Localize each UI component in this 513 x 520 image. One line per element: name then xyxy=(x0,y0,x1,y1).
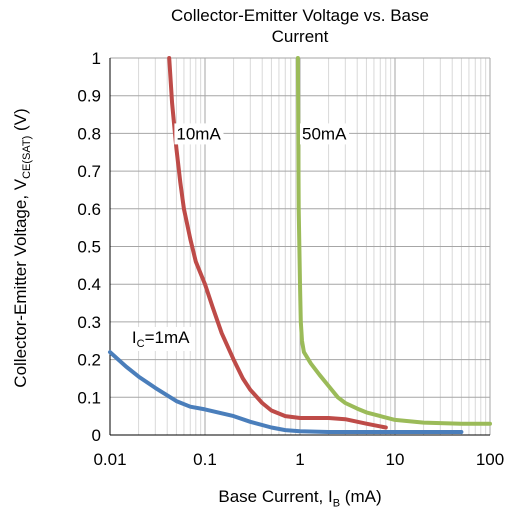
y-tick-label: 0.4 xyxy=(77,275,101,294)
y-tick-label: 0.2 xyxy=(77,351,101,370)
y-tick-label: 1 xyxy=(92,49,101,68)
annotation-text: 50mA xyxy=(302,124,347,143)
y-tick-label: 0.7 xyxy=(77,162,101,181)
y-tick-label: 0.5 xyxy=(77,238,101,257)
y-tick-label: 0.9 xyxy=(77,87,101,106)
annotation-background xyxy=(129,326,193,351)
y-axis-label-sub: CE(SAT) xyxy=(21,135,34,179)
x-axis-label-sub: B xyxy=(332,497,341,510)
series-annotation-1: IC=1mA xyxy=(129,326,193,351)
x-axis-label: Base Current, IB (mA) xyxy=(110,487,490,509)
y-tick-label: 0.6 xyxy=(77,200,101,219)
annotation-background xyxy=(174,123,224,145)
y-tick-label: 0.3 xyxy=(77,313,101,332)
x-tick-label: 0.01 xyxy=(93,450,126,469)
annotation-sub: C xyxy=(137,338,145,350)
series-line-3 xyxy=(295,56,492,426)
x-tick-label: 100 xyxy=(476,450,504,469)
series-annotation-2: 10mA xyxy=(174,123,224,145)
chart-title-line-2: Current xyxy=(271,27,329,46)
series-line-1 xyxy=(108,350,464,434)
y-axis-label-text: Collector-Emitter Voltage, V xyxy=(10,178,30,388)
y-tick-label: 0.1 xyxy=(77,388,101,407)
chart-title: Collector-Emitter Voltage vs. Base Curre… xyxy=(110,5,490,47)
y-axis-label: Collector-Emitter Voltage, VCE(SAT) (V) xyxy=(11,38,33,458)
chart-title-line-1: Collector-Emitter Voltage vs. Base xyxy=(171,6,429,25)
series-annotation-3: 50mA xyxy=(300,123,350,145)
x-axis-label-text: Base Current, I xyxy=(218,487,333,506)
annotation-text: 10mA xyxy=(176,124,221,143)
x-axis-label-suffix: (mA) xyxy=(340,487,382,506)
y-axis-label-suffix: (V) xyxy=(10,108,30,136)
x-tick-label: 0.1 xyxy=(193,450,217,469)
x-tick-label: 10 xyxy=(386,450,405,469)
annotation-suffix: =1mA xyxy=(145,328,191,347)
x-tick-label: 1 xyxy=(295,450,304,469)
annotation-text: IC=1mA xyxy=(132,328,190,350)
annotation-background xyxy=(300,123,350,145)
y-tick-label: 0.8 xyxy=(77,124,101,143)
y-tick-label: 0 xyxy=(92,426,101,445)
series-line-2 xyxy=(167,56,388,430)
